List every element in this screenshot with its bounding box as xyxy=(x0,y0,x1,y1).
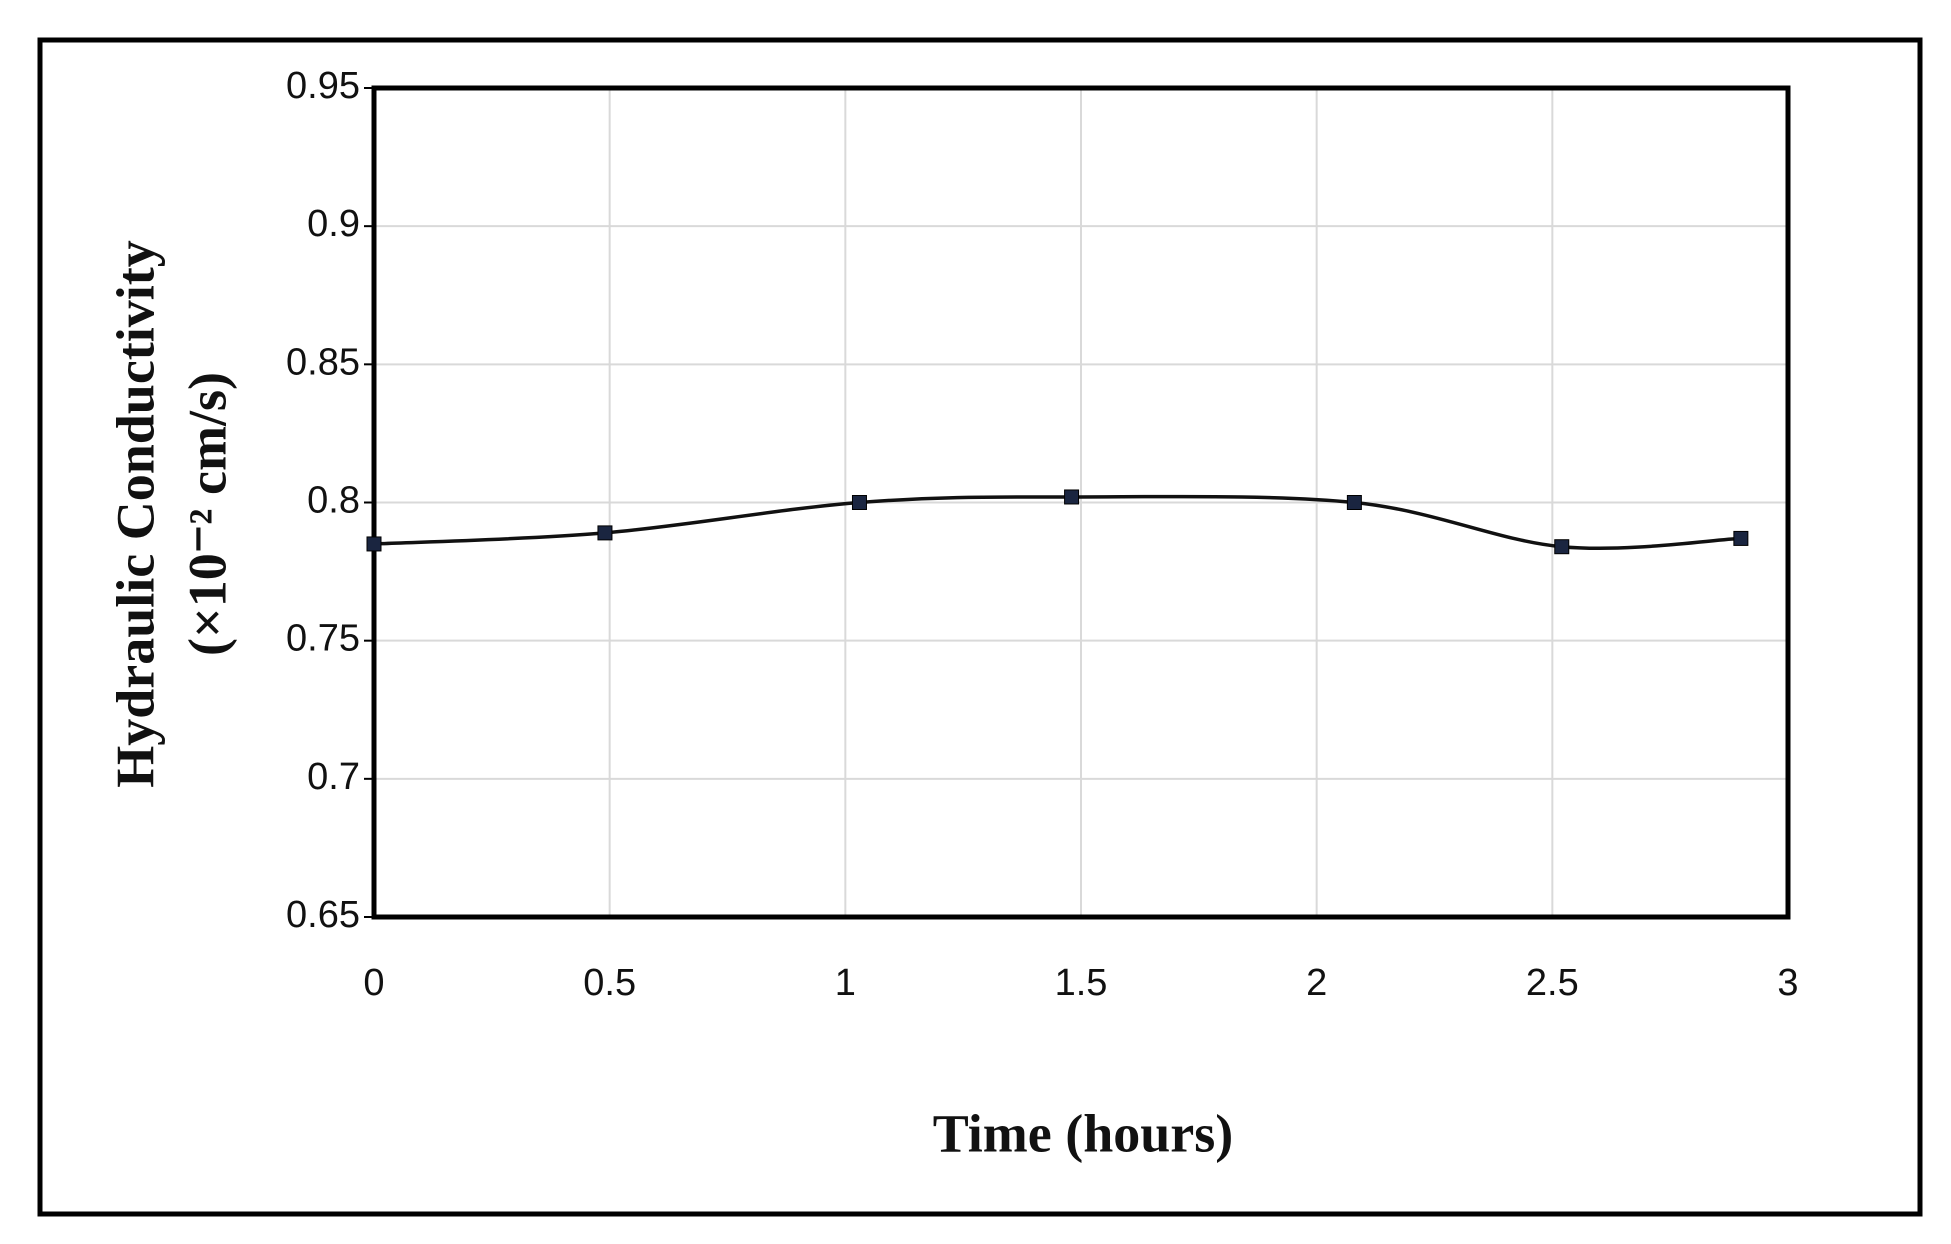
x-tick-label: 0 xyxy=(363,962,384,1004)
y-axis-title: Hydraulic Conductivity xyxy=(105,240,165,788)
marker xyxy=(1554,539,1570,555)
x-tick-label: 2 xyxy=(1306,962,1327,1004)
line xyxy=(373,494,1741,551)
x-tick-label: 3 xyxy=(1777,962,1798,1004)
y-tick-label: 0.7 xyxy=(307,756,360,798)
frame xyxy=(37,37,1923,1217)
marker xyxy=(366,536,382,552)
x-axis-title: Time (hours) xyxy=(933,1103,1234,1163)
x-tick-label: 1 xyxy=(835,962,856,1004)
plot-border xyxy=(371,85,1791,920)
marker xyxy=(851,495,867,510)
y-tick-label: 0.85 xyxy=(286,341,360,383)
y-tick-label: 0.65 xyxy=(286,894,360,936)
marker xyxy=(1064,489,1080,505)
marker xyxy=(597,525,613,541)
x-tick-label: 2.5 xyxy=(1526,962,1579,1004)
x-tick-label: 1.5 xyxy=(1055,962,1108,1004)
x-tick-label: 0.5 xyxy=(583,962,636,1004)
y-axis-title: (×10⁻² cm/s) xyxy=(177,372,237,656)
y-tick-label: 0.8 xyxy=(307,480,360,522)
y-tick-label: 0.75 xyxy=(286,618,360,660)
marker xyxy=(1346,495,1362,510)
marker xyxy=(1733,530,1749,546)
y-tick-label: 0.95 xyxy=(286,65,360,107)
y-tick-label: 0.9 xyxy=(307,203,360,245)
